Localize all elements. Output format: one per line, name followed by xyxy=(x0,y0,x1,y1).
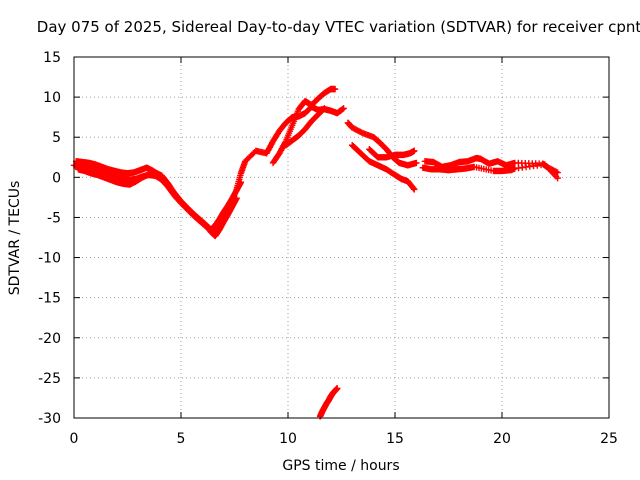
data-point xyxy=(340,105,347,112)
series-track-c xyxy=(75,166,236,236)
x-tick-label: 5 xyxy=(177,431,186,447)
y-tick-label: -30 xyxy=(38,411,61,427)
y-tick-label: 5 xyxy=(52,130,61,146)
series-track-f xyxy=(282,105,328,149)
data-point xyxy=(228,203,235,210)
x-tick-label: 10 xyxy=(279,431,297,447)
y-tick-label: -10 xyxy=(38,251,61,267)
data-point xyxy=(413,159,420,167)
data-point xyxy=(410,185,417,192)
y-tick-label: 15 xyxy=(43,50,61,66)
x-axis-tick-labels: 0 5 10 15 20 25 xyxy=(70,431,618,447)
x-axis-label: GPS time / hours xyxy=(282,458,399,474)
y-axis-tick-labels: 15 10 5 0 -5 -10 -15 -20 -25 -30 xyxy=(38,50,61,427)
y-axis-label: SDTVAR / TECUs xyxy=(7,181,23,296)
x-tick-label: 25 xyxy=(600,431,618,447)
data-point xyxy=(331,85,339,93)
series-track-l xyxy=(316,385,341,420)
y-tick-label: 10 xyxy=(43,90,61,106)
data-point xyxy=(233,194,240,202)
data-point xyxy=(411,186,418,193)
y-tick-label: -15 xyxy=(38,291,61,307)
grid xyxy=(74,57,609,418)
x-tick-label: 0 xyxy=(70,431,79,447)
x-tick-label: 20 xyxy=(493,431,511,447)
plot-frame xyxy=(73,56,610,419)
series-track-e xyxy=(269,85,339,167)
series-track-h xyxy=(366,146,418,161)
y-tick-label: -5 xyxy=(47,210,61,226)
data-point xyxy=(320,105,327,113)
data-point xyxy=(229,202,236,209)
series-track-k xyxy=(419,161,561,182)
data-point xyxy=(321,105,328,112)
data-point xyxy=(554,174,561,182)
y-tick-label: 0 xyxy=(52,170,61,186)
axis-ticks xyxy=(73,56,610,419)
data-points xyxy=(70,85,561,420)
x-tick-label: 15 xyxy=(386,431,404,447)
y-tick-label: -25 xyxy=(38,371,61,387)
series-track-i xyxy=(349,142,418,193)
data-point xyxy=(334,385,341,392)
y-tick-label: -20 xyxy=(38,331,61,347)
chart-title: Day 075 of 2025, Sidereal Day-to-day VTE… xyxy=(37,18,640,36)
data-point xyxy=(411,147,418,155)
